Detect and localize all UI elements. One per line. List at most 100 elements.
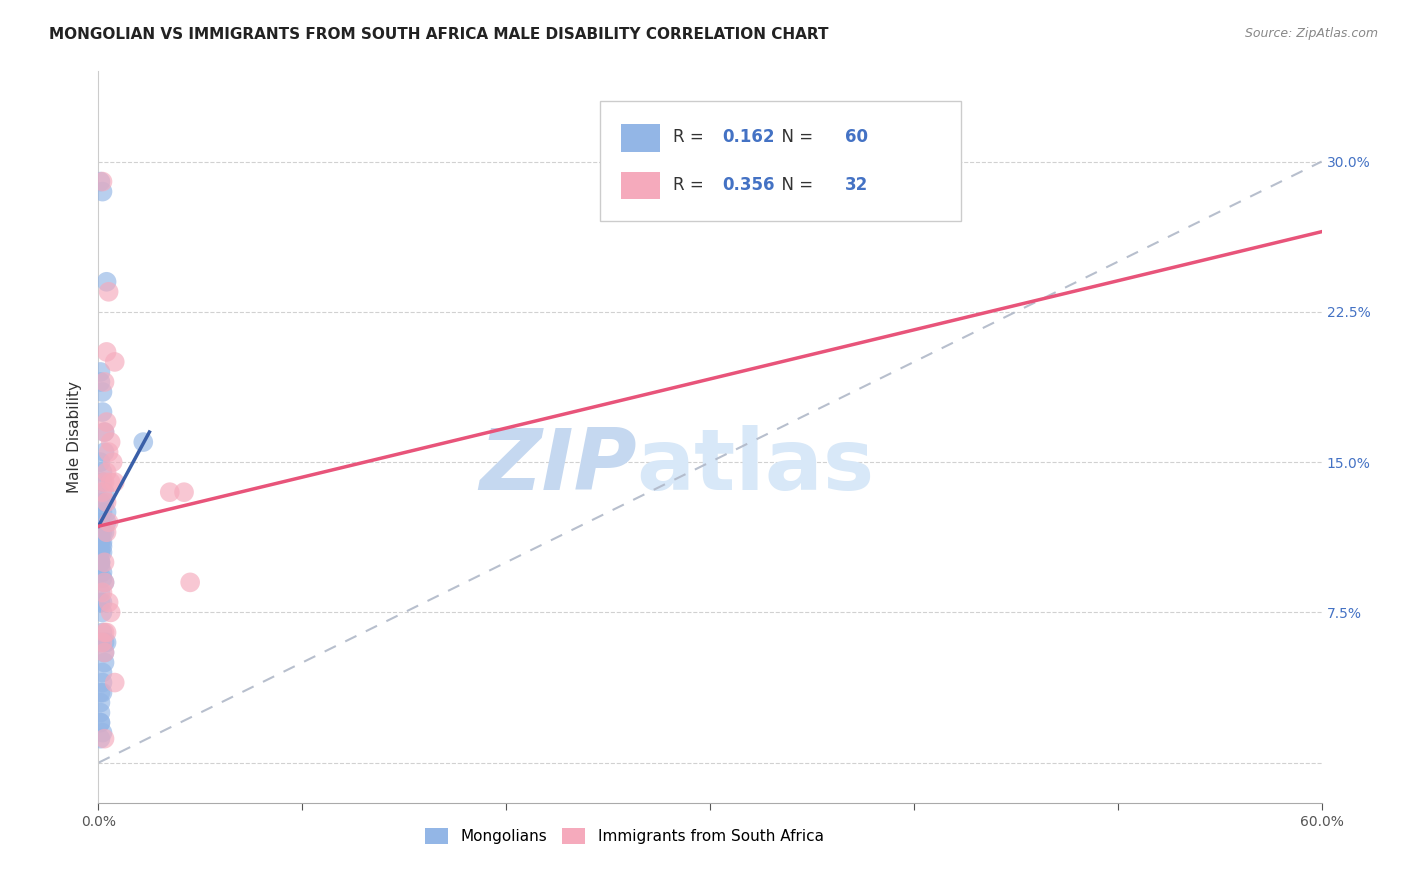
Point <box>91 625 114 640</box>
Point <box>93 375 115 389</box>
Point <box>93 635 115 649</box>
Point <box>89 696 111 710</box>
Point <box>89 525 111 540</box>
Point <box>96 625 118 640</box>
Text: R =: R = <box>673 128 710 146</box>
Point <box>89 715 111 730</box>
Point <box>91 675 114 690</box>
Point <box>93 475 115 490</box>
Text: N =: N = <box>772 128 818 146</box>
Point <box>91 175 114 189</box>
Point <box>100 435 122 450</box>
Point <box>93 731 115 746</box>
Point <box>93 646 115 660</box>
Text: R =: R = <box>673 176 710 194</box>
Point <box>100 475 122 490</box>
Point <box>89 365 111 379</box>
Point <box>97 515 120 529</box>
Point <box>91 185 114 199</box>
Point <box>89 535 111 549</box>
Point <box>91 384 114 399</box>
Text: MONGOLIAN VS IMMIGRANTS FROM SOUTH AFRICA MALE DISABILITY CORRELATION CHART: MONGOLIAN VS IMMIGRANTS FROM SOUTH AFRIC… <box>49 27 828 42</box>
Point <box>89 731 111 746</box>
Point <box>104 475 127 490</box>
Point <box>104 675 127 690</box>
Point <box>91 539 114 553</box>
Point <box>179 575 201 590</box>
Text: N =: N = <box>772 176 818 194</box>
Point <box>96 275 118 289</box>
Point <box>96 635 118 649</box>
Bar <box>620 124 659 152</box>
Point <box>93 575 115 590</box>
Point <box>89 555 111 569</box>
Point <box>91 665 114 680</box>
Point <box>91 685 114 699</box>
Point <box>91 535 114 549</box>
Point <box>89 375 111 389</box>
Point <box>97 445 120 459</box>
Point <box>91 405 114 419</box>
Point <box>93 425 115 439</box>
Point <box>91 725 114 739</box>
Y-axis label: Male Disability: Male Disability <box>67 381 83 493</box>
Point <box>100 606 122 620</box>
Point <box>89 545 111 559</box>
Text: Source: ZipAtlas.com: Source: ZipAtlas.com <box>1244 27 1378 40</box>
Point <box>96 525 118 540</box>
Point <box>91 485 114 500</box>
Point <box>89 519 111 533</box>
Point <box>96 515 118 529</box>
Point <box>97 595 120 609</box>
Point <box>89 545 111 559</box>
Point <box>93 525 115 540</box>
Point <box>93 656 115 670</box>
Point <box>91 566 114 580</box>
Point <box>89 175 111 189</box>
Point <box>93 485 115 500</box>
Point <box>91 475 114 490</box>
Point <box>96 505 118 519</box>
Point <box>132 435 155 450</box>
Legend: Mongolians, Immigrants from South Africa: Mongolians, Immigrants from South Africa <box>419 822 830 850</box>
Point <box>91 525 114 540</box>
Bar <box>620 171 659 200</box>
Point <box>89 706 111 720</box>
Point <box>89 535 111 549</box>
Text: 60: 60 <box>845 128 868 146</box>
Point <box>89 555 111 569</box>
Point <box>101 455 124 469</box>
Point <box>89 635 111 649</box>
Point <box>89 515 111 529</box>
Text: 0.162: 0.162 <box>723 128 775 146</box>
Point <box>91 585 114 599</box>
Point <box>89 555 111 569</box>
Point <box>89 529 111 543</box>
Point <box>96 345 118 359</box>
Point <box>91 465 114 479</box>
Point <box>89 559 111 574</box>
Point <box>93 625 115 640</box>
Point <box>91 606 114 620</box>
Point <box>89 715 111 730</box>
Point <box>89 585 111 599</box>
Text: 32: 32 <box>845 176 868 194</box>
Point <box>93 495 115 509</box>
Point <box>91 595 114 609</box>
Point <box>89 595 111 609</box>
Text: 0.356: 0.356 <box>723 176 775 194</box>
Point <box>104 355 127 369</box>
Point <box>89 495 111 509</box>
Point <box>173 485 195 500</box>
FancyBboxPatch shape <box>600 101 960 221</box>
Point <box>93 646 115 660</box>
Point <box>93 555 115 569</box>
Point <box>93 445 115 459</box>
Point <box>96 465 118 479</box>
Point <box>91 545 114 559</box>
Text: atlas: atlas <box>637 425 875 508</box>
Point <box>89 515 111 529</box>
Point <box>89 685 111 699</box>
Point <box>91 505 114 519</box>
Point <box>96 415 118 429</box>
